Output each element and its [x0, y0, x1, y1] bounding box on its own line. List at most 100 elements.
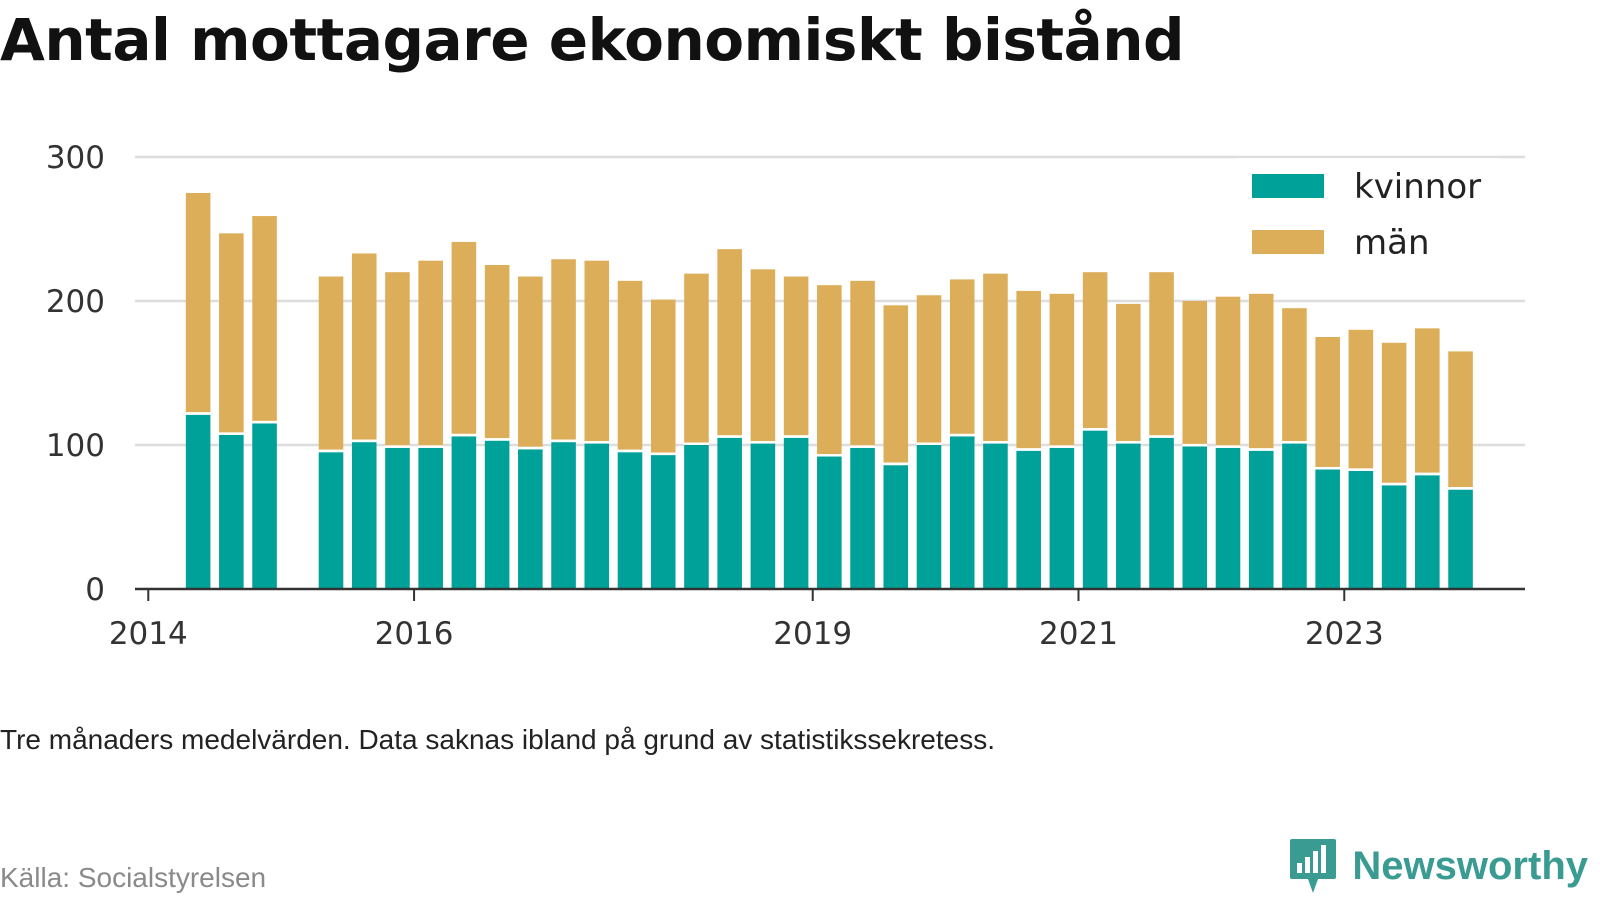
- bar-man: [584, 260, 610, 442]
- bar-separator: [451, 433, 477, 437]
- bar-separator: [817, 454, 842, 457]
- bar-kvinnor: [551, 442, 576, 589]
- bar-man: [916, 295, 942, 443]
- bar-kvinnor: [451, 436, 477, 589]
- bar-kvinnor: [351, 442, 377, 589]
- bar-separator: [1049, 445, 1075, 448]
- bar-separator: [1381, 482, 1407, 486]
- bar-kvinnor: [650, 455, 676, 589]
- bar-kvinnor: [750, 443, 776, 589]
- y-tick-label: 0: [85, 572, 105, 608]
- bar-man: [1116, 303, 1141, 442]
- bar-man: [1016, 290, 1041, 449]
- bar-kvinnor: [1248, 450, 1274, 589]
- bar-kvinnor: [1149, 437, 1174, 589]
- bar-separator: [1348, 468, 1374, 471]
- bar-separator: [1315, 466, 1340, 470]
- bar-kvinnor: [1116, 443, 1141, 589]
- chart-title: Antal mottagare ekonomiskt bistånd: [0, 6, 1185, 74]
- bar-kvinnor: [717, 437, 742, 589]
- bar-man: [418, 260, 443, 446]
- bar-man: [650, 299, 676, 453]
- bar-man: [783, 276, 809, 436]
- legend-swatch: [1252, 174, 1324, 198]
- bar-man: [318, 276, 344, 450]
- bar-man: [551, 259, 576, 440]
- bar-kvinnor: [219, 434, 244, 589]
- bar-man: [1282, 308, 1307, 442]
- chart-note: Tre månaders medelvärden. Data saknas ib…: [0, 724, 996, 755]
- x-tick-label: 2021: [1039, 616, 1118, 652]
- bar-man: [983, 273, 1008, 442]
- bar-kvinnor: [783, 437, 809, 589]
- legend-swatch: [1252, 230, 1324, 254]
- bar-separator: [1182, 443, 1208, 447]
- bar-man: [185, 193, 211, 413]
- brand-name: Newsworthy: [1352, 843, 1588, 888]
- bar-kvinnor: [385, 447, 410, 589]
- brand-logo[interactable]: Newsworthy: [1288, 836, 1588, 896]
- bar-separator: [252, 420, 277, 424]
- bar-kvinnor: [1381, 485, 1407, 589]
- bar-man: [1248, 293, 1274, 449]
- legend: kvinnor män: [1238, 158, 1498, 276]
- axes: 0 100 200 300 2014 2016 2019 2021 2023: [46, 140, 1525, 652]
- bar-man: [252, 216, 277, 421]
- bar-kvinnor: [983, 443, 1008, 589]
- bar-separator: [1248, 448, 1274, 451]
- bar-man: [617, 280, 643, 450]
- stacked-bar-chart: 0 100 200 300 2014 2016 2019 2021 2023 kvinnor mä…: [46, 140, 1525, 652]
- bar-separator: [949, 433, 975, 437]
- bar-kvinnor: [617, 452, 643, 589]
- bar-kvinnor: [185, 414, 211, 589]
- bar-kvinnor: [584, 443, 610, 589]
- bar-man: [1215, 296, 1241, 446]
- bar-man: [1182, 301, 1208, 444]
- newsworthy-logo-icon: [1290, 839, 1337, 893]
- bar-man: [750, 269, 776, 442]
- bar-separator: [1415, 472, 1440, 476]
- bar-separator: [551, 439, 576, 443]
- bar-man: [1415, 328, 1440, 473]
- bar-separator: [650, 452, 676, 456]
- bar-man: [219, 233, 244, 433]
- bar-separator: [185, 412, 211, 415]
- x-tick-label: 2023: [1305, 616, 1384, 652]
- bar-kvinnor: [1215, 447, 1241, 589]
- legend-label: kvinnor: [1354, 167, 1481, 207]
- bar-man: [1149, 272, 1174, 436]
- bar-separator: [385, 445, 410, 448]
- bar-man: [949, 279, 975, 434]
- bar-separator: [1149, 435, 1174, 438]
- bar-separator: [883, 462, 909, 466]
- bar-man: [351, 253, 377, 440]
- bar-kvinnor: [1082, 430, 1108, 589]
- bar-kvinnor: [883, 465, 909, 589]
- bar-separator: [1448, 487, 1473, 490]
- bar-kvinnor: [1282, 443, 1307, 589]
- y-tick-label: 100: [46, 428, 105, 464]
- bar-separator: [418, 445, 443, 448]
- bars: [185, 193, 1473, 589]
- bar-kvinnor: [684, 445, 709, 589]
- bar-man: [1381, 342, 1407, 483]
- bar-kvinnor: [850, 447, 875, 589]
- bar-man: [1082, 272, 1108, 429]
- bar-kvinnor: [484, 440, 510, 589]
- bar-kvinnor: [252, 423, 277, 589]
- legend-label: män: [1354, 223, 1430, 263]
- bar-separator: [617, 449, 643, 453]
- bar-separator: [318, 449, 344, 453]
- bar-man: [684, 273, 709, 443]
- bar-separator: [850, 445, 875, 448]
- bar-kvinnor: [518, 449, 543, 589]
- bar-separator: [351, 439, 377, 443]
- bar-separator: [1116, 441, 1141, 444]
- y-tick-label: 200: [46, 284, 105, 320]
- bar-separator: [1016, 448, 1041, 451]
- bar-kvinnor: [1415, 475, 1440, 589]
- bar-man: [1348, 329, 1374, 469]
- x-tick-label: 2014: [109, 616, 188, 652]
- bar-kvinnor: [1049, 447, 1075, 589]
- bar-separator: [983, 441, 1008, 444]
